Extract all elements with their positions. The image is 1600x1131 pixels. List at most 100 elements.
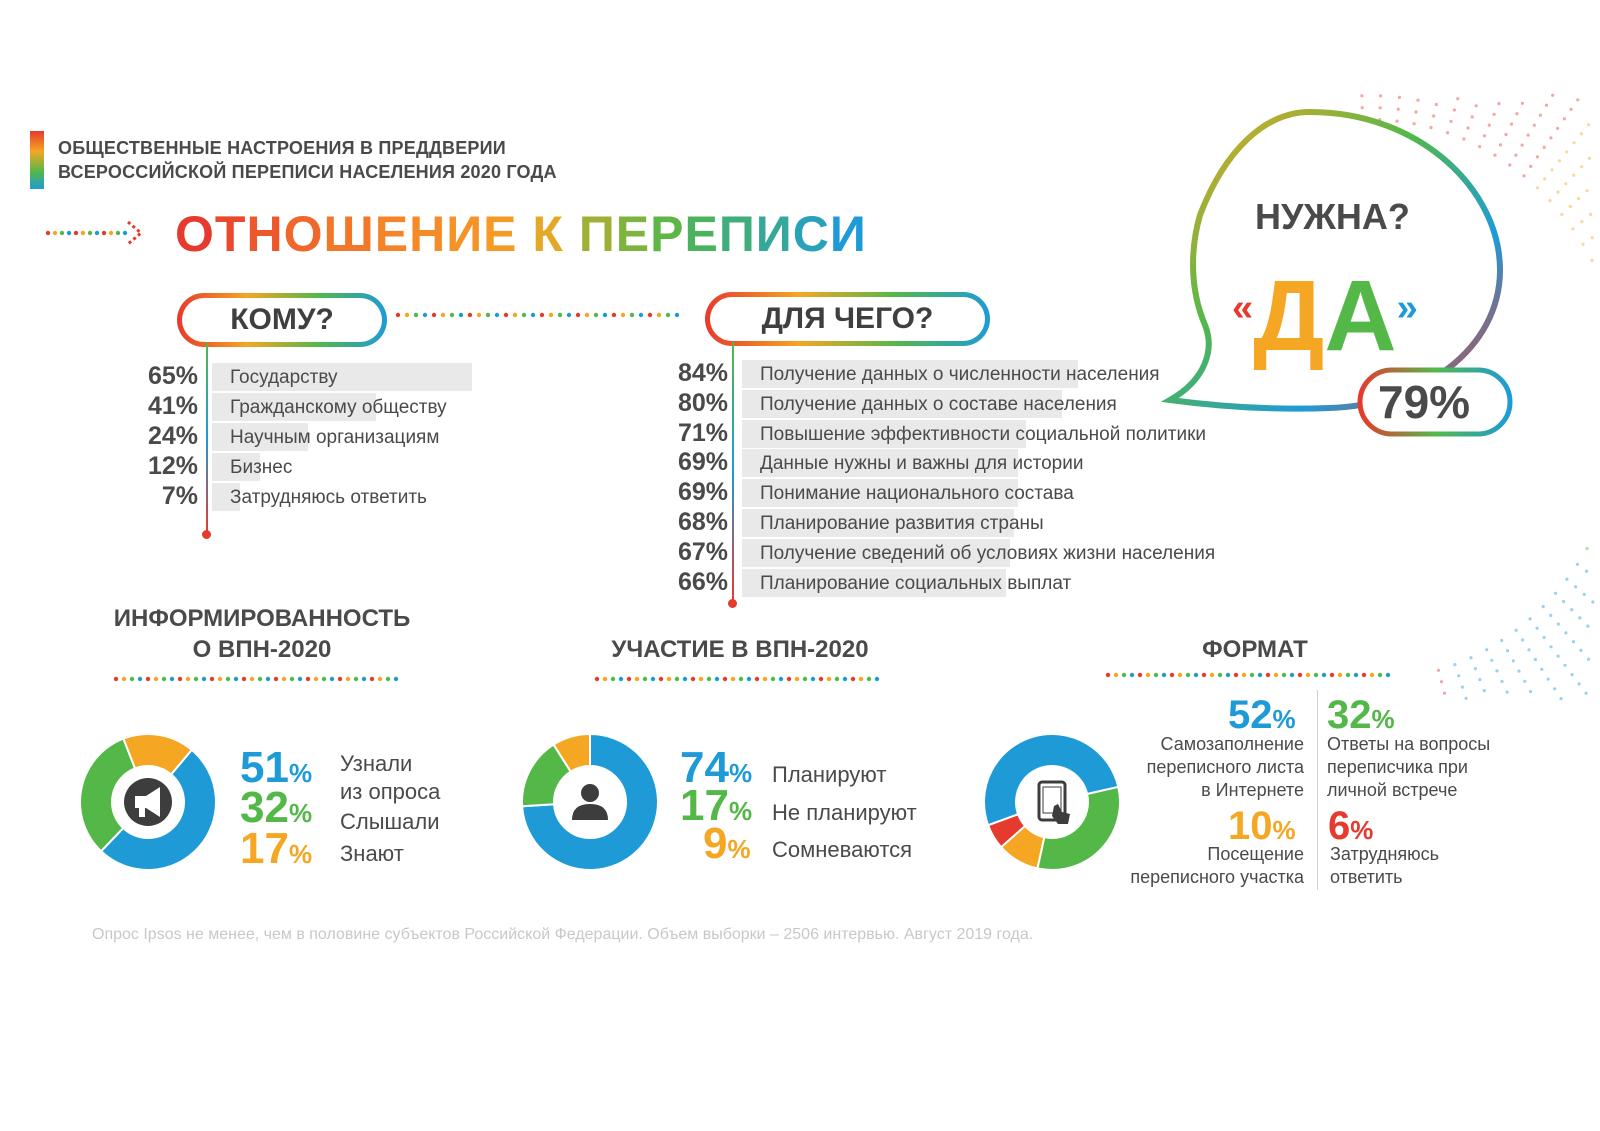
answer-close-quote: » (1396, 287, 1418, 329)
header-kicker: ОБЩЕСТВЕННЫЕ НАСТРОЕНИЯ В ПРЕДДВЕРИИ ВСЕ… (58, 136, 557, 184)
title-letter: И (446, 206, 484, 262)
source-note: Опрос Ipsos не менее, чем в половине суб… (92, 926, 1034, 943)
participation-value-0: 74% (680, 746, 752, 795)
info-section-title: ИНФОРМИРОВАННОСТЬ О ВПН-2020 (92, 603, 432, 665)
fmt-num-2: 10 (1228, 804, 1273, 848)
header-arrow-dots (45, 230, 128, 236)
title-letter (564, 206, 579, 262)
fmt-label-3-l1: Затрудняюсь (1330, 844, 1440, 864)
info-label-0-line2: из опроса (340, 779, 441, 804)
bar (742, 449, 1018, 478)
title-letter: Р (650, 206, 685, 262)
participation-value-2: 9% (703, 822, 751, 871)
info-title-line1: ИНФОРМИРОВАННОСТЬ (113, 605, 411, 632)
participation-label-1: Не планируют (772, 800, 917, 825)
format-section-title: ФОРМАТ (1202, 636, 1308, 663)
format-value-0: 52% (1228, 693, 1296, 741)
info-value-2: 17% (240, 827, 312, 876)
format-label-3: Затрудняюсь ответить (1330, 843, 1530, 889)
donut-slice (99, 748, 217, 871)
pct-sign: % (288, 839, 313, 869)
pct-sign: % (1272, 815, 1296, 845)
title-letter: П (718, 206, 756, 262)
megaphone-icon (124, 778, 172, 826)
bubble-answer: «ДА» (1232, 258, 1418, 366)
bar (212, 363, 472, 391)
pct-sign: % (1350, 815, 1374, 845)
format-value-3: 6% (1328, 804, 1373, 852)
participation-section-title: УЧАСТИЕ В ВПН-2020 (611, 636, 869, 663)
title-letter: П (578, 206, 616, 262)
bar (742, 538, 1010, 567)
donut-slice (983, 733, 1120, 827)
speech-bubble-outline (1160, 108, 1504, 412)
donut-slice (122, 733, 194, 776)
info-label-1: Слышали (340, 809, 440, 834)
fmt-label-1-l3: личной встрече (1327, 780, 1458, 800)
bar-category-label: Получение данных о составе населения (760, 393, 1117, 415)
bar-category-label: Научным организациям (230, 427, 440, 448)
title-letter: С (792, 206, 830, 262)
donut-slice (79, 737, 137, 853)
part-num-1: 17 (680, 781, 729, 830)
title-letter: Е (684, 206, 719, 262)
participation-underline-dots (594, 676, 880, 682)
fmt-label-0-l1: Самозаполнение (1160, 734, 1304, 754)
answer-da: ДА (1253, 260, 1396, 372)
title-letter: О (175, 206, 215, 262)
participation-label-0: Планируют (772, 762, 887, 787)
info-donut-chart (79, 733, 217, 871)
bar-category-label: Затрудняюсь ответить (230, 487, 427, 508)
title-letter: К (532, 206, 564, 262)
bar-value-label: 80% (677, 388, 728, 417)
dlya-connector-line (732, 342, 734, 602)
person-icon (566, 778, 614, 826)
pct-sign: % (288, 758, 313, 788)
info-title-line2: О ВПН-2020 (192, 636, 332, 663)
fmt-num-0: 52 (1228, 693, 1273, 737)
title-letter: Е (483, 206, 518, 262)
participation-donut-chart (521, 732, 659, 871)
fmt-label-2-l2: переписного участка (1130, 867, 1304, 887)
format-label-1: Ответы на вопросы переписчика при личной… (1327, 733, 1527, 802)
info-label-2: Знают (340, 841, 404, 866)
header-color-bar (30, 131, 44, 189)
tablet-icon (1037, 780, 1070, 824)
pct-sign: % (728, 796, 753, 826)
bar-value-label: 68% (677, 508, 728, 536)
format-value-1: 32% (1327, 693, 1395, 741)
pill-connector-dots (395, 312, 680, 318)
format-label-2: Посещение переписного участка (1100, 843, 1304, 889)
bar-category-label: Гражданскому обществу (230, 397, 447, 418)
header-kicker-line2: ВСЕРОССИЙСКОЙ ПЕРЕПИСИ НАСЕЛЕНИЯ 2020 ГО… (58, 162, 557, 182)
bar (212, 423, 308, 451)
title-letter (517, 206, 532, 262)
participation-label-2: Сомневаются (772, 837, 913, 862)
bar-value-label: 41% (147, 392, 198, 420)
part-num-2: 9 (703, 819, 728, 868)
dlya-connector-dot (728, 599, 737, 608)
pct-sign: % (1272, 704, 1296, 734)
arrow-head (127, 220, 144, 246)
donut-slice (521, 732, 659, 871)
bar-value-label: 24% (147, 422, 198, 450)
bar-category-label: Государству (230, 367, 338, 388)
format-underline-dots (1105, 672, 1391, 678)
info-num-1: 32 (240, 783, 289, 832)
info-num-2: 17 (240, 824, 289, 873)
bar-value-label: 66% (677, 567, 728, 596)
bar-category-label: Получение данных о численности населения (760, 364, 1160, 385)
title-letter: И (755, 206, 793, 262)
fmt-label-0-l3: в Интернете (1201, 780, 1304, 800)
dlya-chego-header: ДЛЯ ЧЕГО? (705, 292, 990, 346)
bar-category-label: Понимание национального состава (760, 483, 1074, 505)
bar-value-label: 65% (147, 362, 198, 390)
pct-sign: % (1371, 704, 1395, 734)
participation-value-1: 17% (680, 784, 752, 833)
bar (212, 453, 260, 481)
bar (742, 360, 1078, 388)
format-value-2: 10% (1228, 804, 1296, 852)
pct-sign: % (288, 798, 313, 828)
bar (742, 509, 1014, 537)
